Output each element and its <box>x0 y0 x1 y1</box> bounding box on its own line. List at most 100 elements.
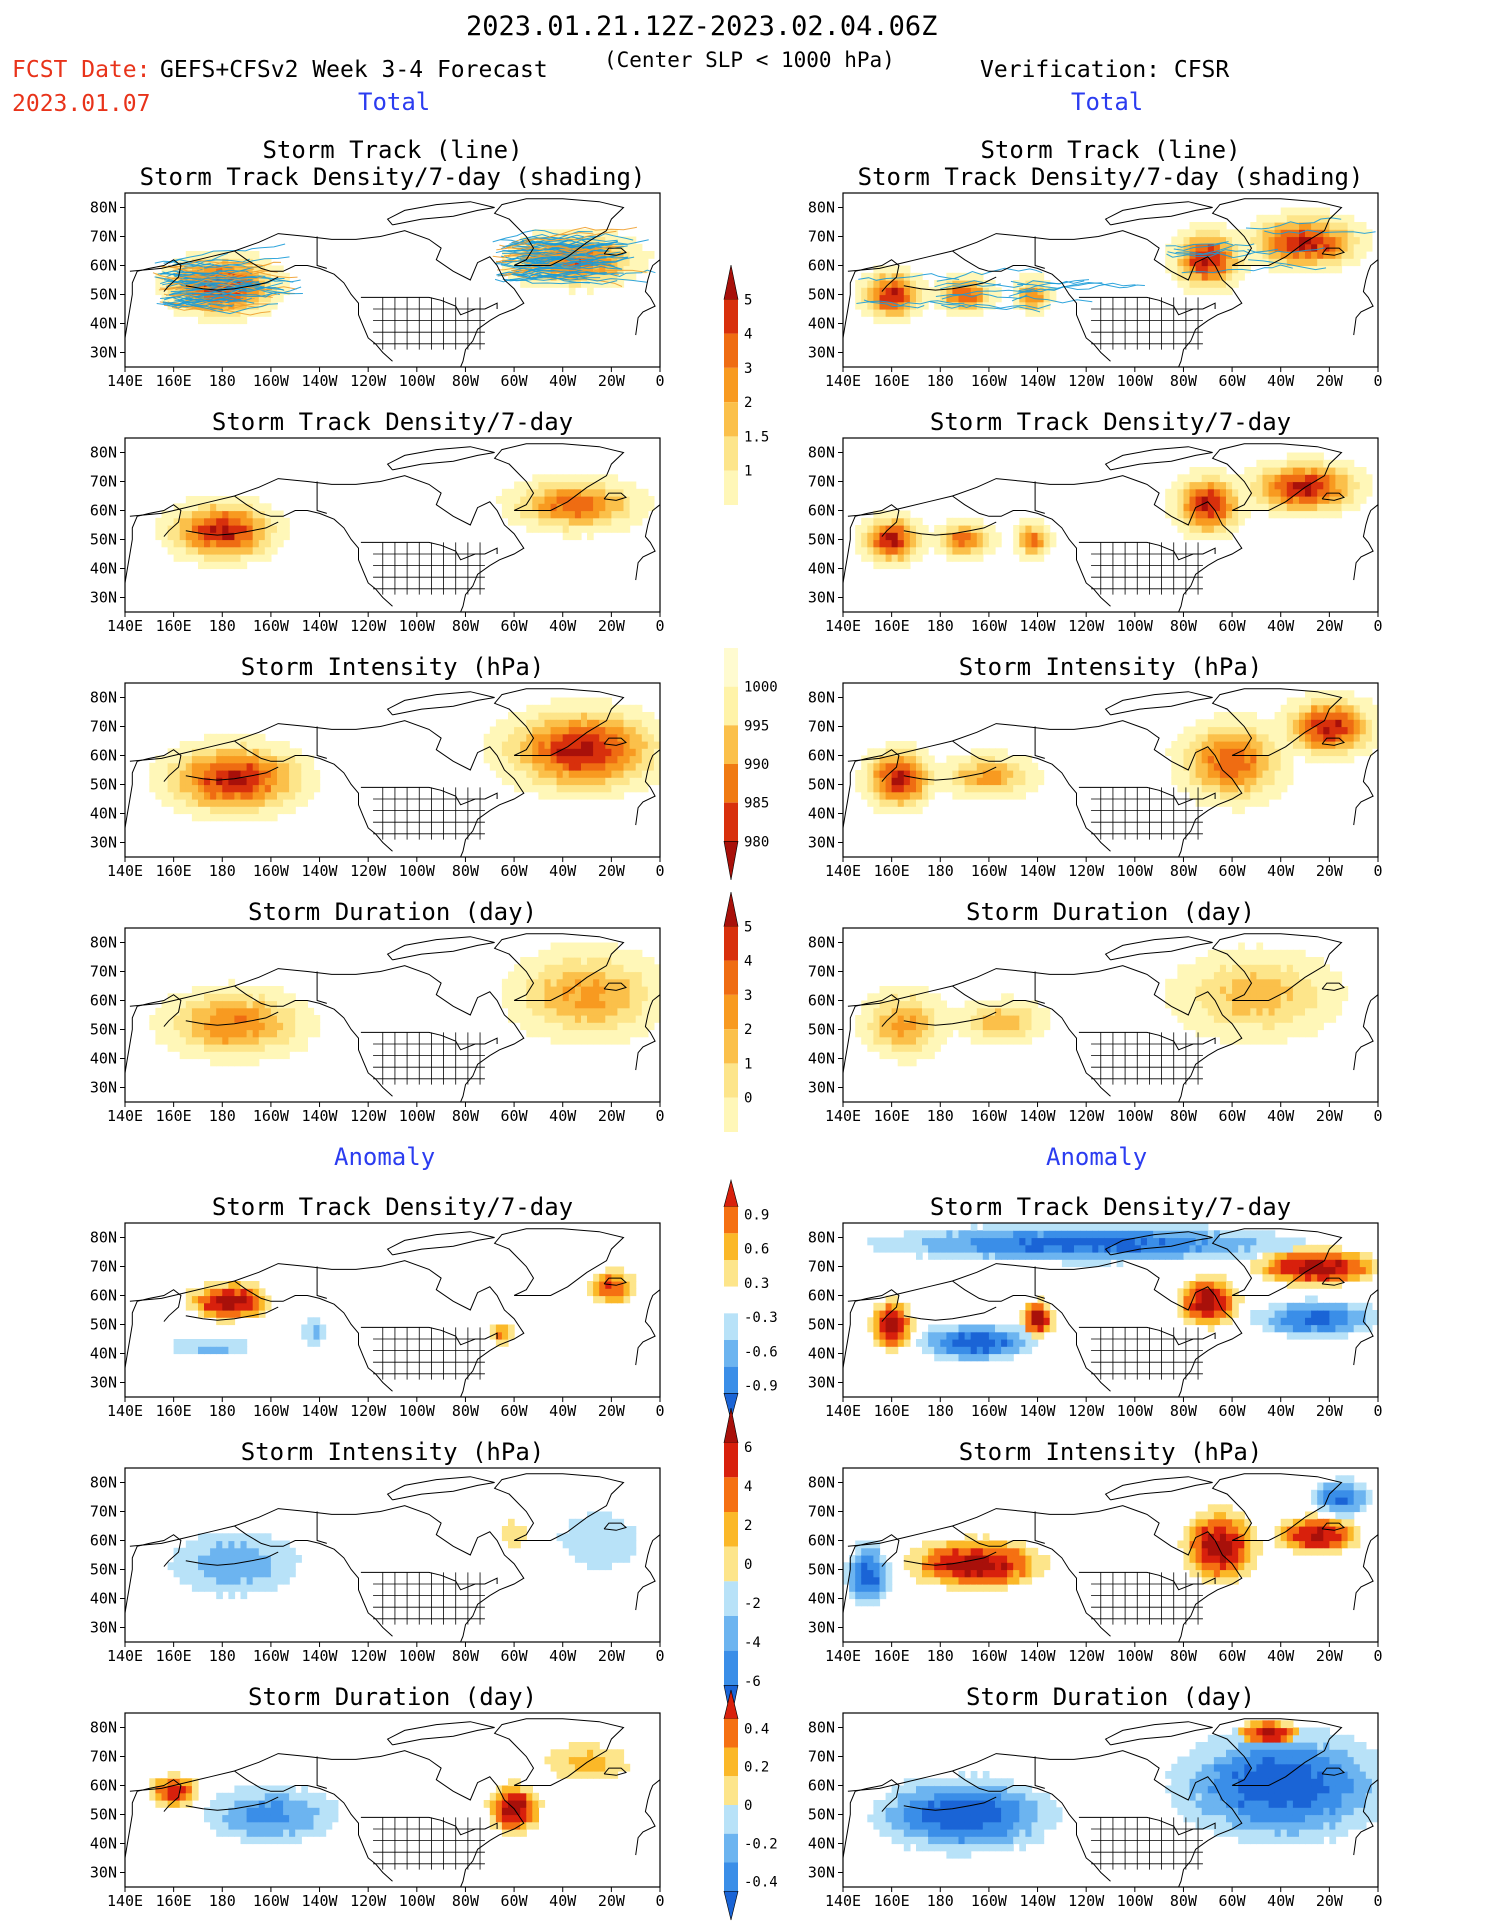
shade-cell <box>1335 459 1343 468</box>
shade-cell <box>885 1036 893 1045</box>
shade-cell <box>1013 1324 1020 1333</box>
shade-cell <box>1001 1007 1008 1016</box>
shade-cell <box>903 784 911 793</box>
shade-cell <box>246 770 254 778</box>
shade-cell <box>1213 791 1221 800</box>
shade-cell <box>909 986 917 994</box>
x-tick-label: 0 <box>655 372 664 390</box>
shade-cell <box>885 272 893 281</box>
shade-cell <box>1019 1339 1026 1347</box>
shade-cell <box>556 942 564 951</box>
shade-cell <box>916 806 923 815</box>
shade-cell <box>246 813 254 822</box>
shade-cell <box>1244 799 1251 807</box>
shade-cell <box>1305 1000 1312 1009</box>
shade-cell <box>562 957 570 965</box>
shade-cell <box>934 294 941 303</box>
shade-cell <box>234 546 242 555</box>
shade-cell <box>1305 964 1312 973</box>
shade-cell <box>1037 1007 1045 1016</box>
shade-cell <box>167 799 175 807</box>
shade-cell <box>301 1029 308 1038</box>
shade-cell <box>1244 1015 1251 1023</box>
shade-cell <box>885 986 893 994</box>
shade-cell <box>1031 554 1039 562</box>
shade-cell <box>581 265 588 274</box>
shade-cell <box>185 1339 193 1347</box>
shade-cell <box>1037 280 1045 288</box>
shade-cell <box>1007 791 1014 800</box>
coastline <box>1104 936 1213 961</box>
shade-cell <box>982 1331 990 1340</box>
shade-cell <box>313 1339 321 1347</box>
shade-cell <box>1286 777 1294 786</box>
shade-cell <box>1359 719 1367 728</box>
shade-cell <box>562 1036 570 1045</box>
shade-cell <box>1299 265 1306 274</box>
shade-cell <box>240 806 248 815</box>
shade-cell <box>198 1036 205 1045</box>
shade-cell <box>222 799 229 807</box>
shade-cell <box>623 784 631 793</box>
shade-cell <box>879 517 887 526</box>
shade-cell <box>1280 712 1288 720</box>
shade-cell <box>593 525 600 533</box>
shade-cell <box>544 474 552 483</box>
shade-cell <box>1201 733 1209 742</box>
shade-cell <box>1286 949 1294 958</box>
shade-cell <box>1189 1022 1197 1031</box>
shade-cell <box>240 784 248 793</box>
shade-cell <box>1262 784 1270 793</box>
shade-cell <box>1256 971 1264 980</box>
shade-cell <box>234 1007 242 1016</box>
shade-cell <box>1256 993 1264 1002</box>
shade-cell <box>526 1022 533 1031</box>
shade-cell <box>909 993 917 1002</box>
shade-cell <box>191 287 199 296</box>
shade-cell <box>1189 481 1197 490</box>
shade-cell <box>1195 243 1203 252</box>
shade-cell <box>252 799 260 807</box>
shade-cell <box>1232 719 1239 728</box>
shade-cell <box>1013 770 1020 778</box>
shade-cell <box>1262 467 1270 475</box>
shade-cell <box>252 1051 260 1060</box>
shade-cell <box>240 251 248 259</box>
x-tick-label: 80W <box>452 372 480 390</box>
shade-cell <box>538 770 546 778</box>
shade-cell <box>562 704 570 713</box>
shade-cell <box>264 265 272 274</box>
shade-cell <box>1207 957 1215 965</box>
shade-cell <box>526 971 533 980</box>
shade-cell <box>556 784 564 793</box>
shade-cell <box>234 251 242 259</box>
shade-cell <box>988 762 996 771</box>
shade-cell <box>161 1029 169 1038</box>
shade-cell <box>1183 236 1191 245</box>
shade-cell <box>550 957 558 965</box>
shade-cell <box>204 770 211 778</box>
shade-cell <box>574 791 582 800</box>
x-tick-label: 140E <box>107 1107 143 1125</box>
shade-cell <box>587 704 594 713</box>
x-tick-label: 80W <box>1170 372 1198 390</box>
coastline <box>129 1260 525 1397</box>
shade-cell <box>1025 539 1033 548</box>
shade-cell <box>574 957 582 965</box>
y-tick-label: 60N <box>808 257 835 275</box>
shade-cell <box>1019 294 1026 303</box>
shade-cell <box>593 1029 600 1038</box>
shade-cell <box>526 784 533 793</box>
shade-cell <box>1256 496 1264 504</box>
shade-cell <box>234 525 242 533</box>
shade-cell <box>587 784 594 793</box>
y-tick-label: 30N <box>808 344 835 362</box>
shade-cell <box>222 525 229 533</box>
shade-cell <box>277 517 284 526</box>
shade-cell <box>903 1324 911 1333</box>
shade-cell <box>246 1007 254 1016</box>
shade-cell <box>976 784 984 793</box>
shade-cell <box>867 784 874 793</box>
shade-cell <box>228 762 236 771</box>
shade-cell <box>1219 719 1227 728</box>
